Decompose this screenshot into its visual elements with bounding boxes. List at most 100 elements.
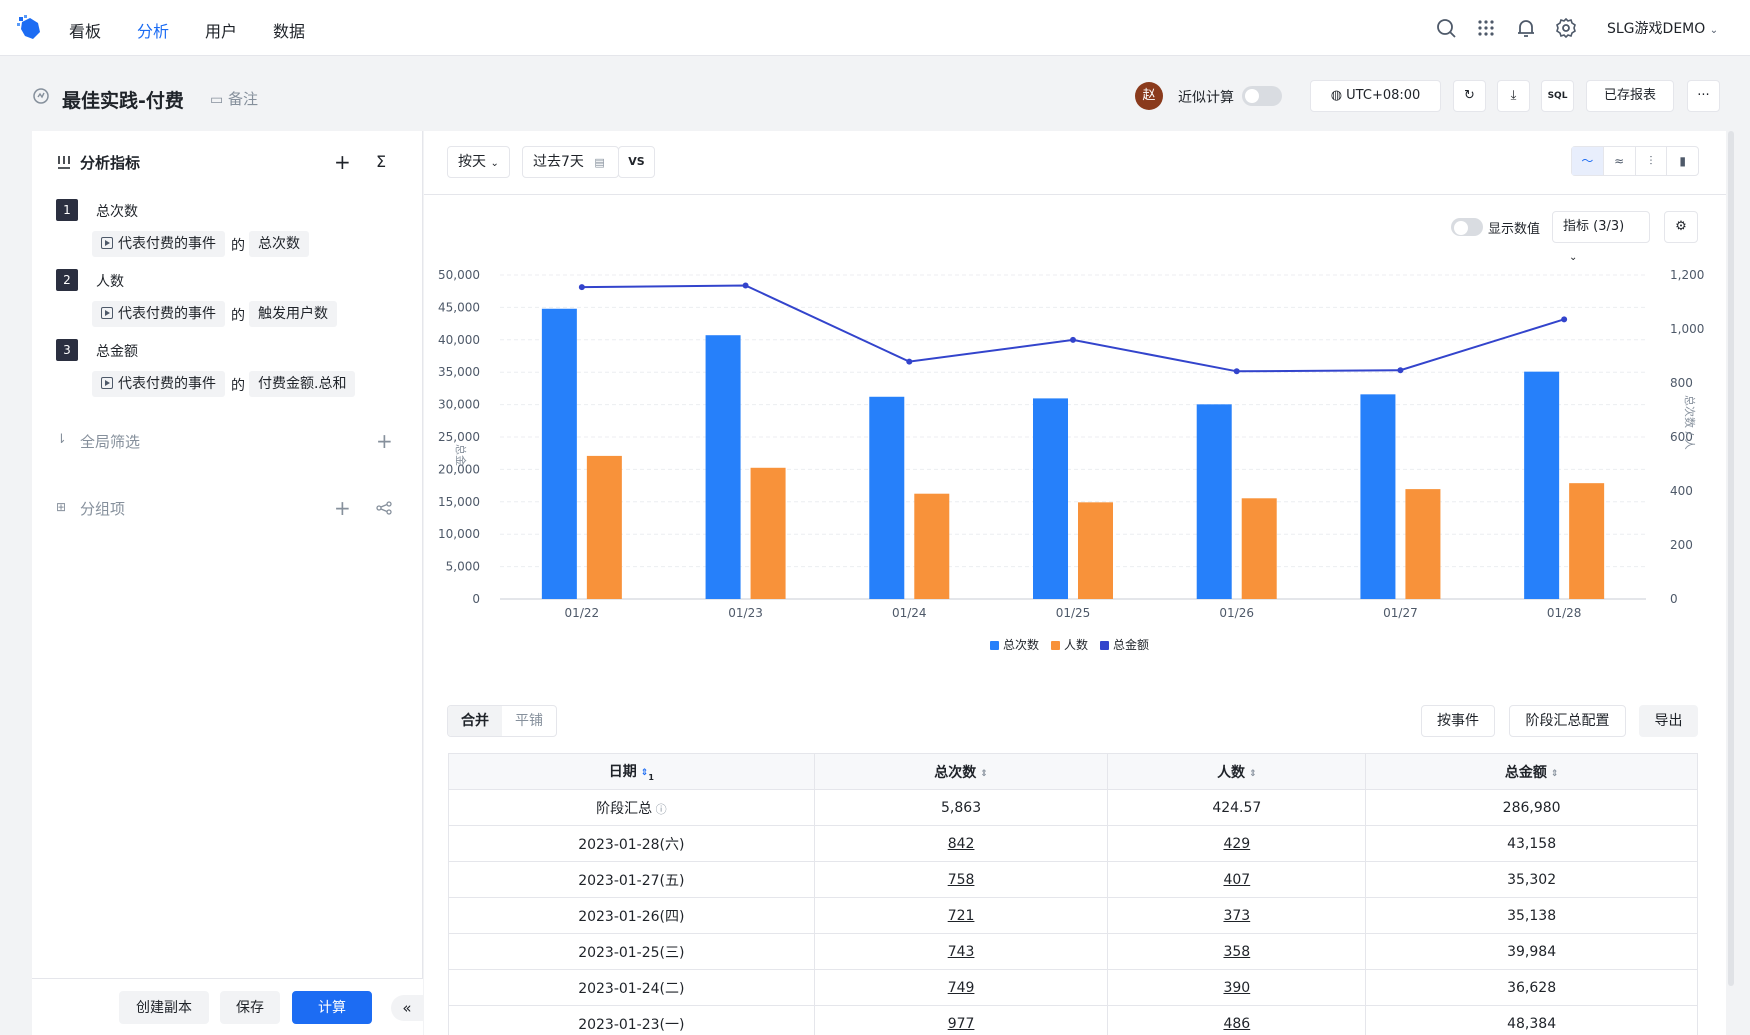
by-event-button[interactable]: 按事件 [1421, 705, 1495, 737]
cell-users[interactable]: 373 [1107, 897, 1367, 934]
cell-total-count[interactable]: 977 [813, 1005, 1109, 1035]
bar-total-count [1360, 394, 1396, 599]
note-button[interactable]: ▭ 备注 [210, 88, 258, 109]
nav-users[interactable]: 用户 [205, 22, 238, 41]
formula-sigma-button[interactable]: Σ [376, 152, 387, 171]
col-header-label: 日期 [608, 764, 637, 781]
sort-icon: ⇕ [980, 768, 988, 779]
bar-total-count [1033, 398, 1068, 599]
col-header-total-amount[interactable]: 总金额 ⇕ [1365, 753, 1698, 790]
y-right-tick-label: 600 [1670, 430, 1693, 444]
tab-tile[interactable]: 平铺 [515, 713, 543, 729]
cell-users[interactable]: 358 [1107, 933, 1367, 970]
metric-2-event-chip[interactable]: 代表付费的事件 [92, 301, 225, 327]
scrollbar-thumb[interactable] [1728, 131, 1734, 986]
refresh-button[interactable]: ↻ [1453, 80, 1486, 112]
nav-data[interactable]: 数据 [273, 22, 306, 41]
chart-line [578, 282, 1568, 375]
summary-row: 阶段汇总 ⓘ 5,863 424.57 286,980 [448, 789, 1698, 826]
save-button[interactable]: 保存 [220, 991, 280, 1024]
granularity-select[interactable]: 按天 ⌄ [447, 146, 510, 178]
download-button[interactable]: ⤓ [1497, 80, 1530, 112]
area-chart-type-icon[interactable]: ≈ [1604, 147, 1636, 175]
y-left-tick-label: 40,000 [438, 333, 480, 347]
cell-total-amount: 39,984 [1365, 933, 1698, 970]
compare-vs-button[interactable]: VS [618, 146, 655, 178]
cell-total-count[interactable]: 749 [813, 969, 1109, 1006]
apps-grid-icon[interactable] [1474, 16, 1498, 40]
analysis-type-icon [33, 88, 49, 104]
more-button[interactable]: ··· [1687, 80, 1720, 112]
add-filter-button[interactable]: + [376, 429, 393, 453]
show-values-toggle[interactable] [1451, 218, 1483, 236]
sort-icon: ⇕ [1249, 768, 1257, 779]
date-range-picker[interactable]: 过去7天 ▤ [522, 146, 619, 178]
line-chart-type-icon[interactable]: 〜 [1572, 147, 1604, 175]
metric-3-prop-chip[interactable]: 付费金额.总和 [249, 371, 356, 397]
legend-item-users[interactable]: 人数 [1051, 636, 1088, 653]
col-header-date[interactable]: 日期 ⇕1 [448, 753, 815, 790]
stacked-bar-type-icon[interactable]: ⫶ [1636, 147, 1668, 175]
scrollbar[interactable] [1726, 131, 1750, 1035]
stage-summary-config-button[interactable]: 阶段汇总配置 [1509, 705, 1626, 737]
bell-icon[interactable] [1514, 16, 1538, 40]
cell-total-amount: 35,302 [1365, 861, 1698, 898]
metric-1-event-chip[interactable]: 代表付费的事件 [92, 231, 225, 257]
legend-item-total-amount[interactable]: 总金额 [1100, 636, 1149, 653]
page-title: 最佳实践-付费 [62, 90, 184, 112]
table-row: 2023-01-23(一) 977 486 48,384 [448, 1005, 1698, 1035]
metric-3-name[interactable]: 总金额 [96, 344, 138, 360]
collapse-panel-button[interactable]: « [391, 995, 423, 1021]
chart-settings-button[interactable]: ⚙ [1664, 211, 1698, 243]
cell-total-count[interactable]: 758 [813, 861, 1109, 898]
cell-date: 2023-01-24(二) [448, 969, 815, 1006]
calculate-button[interactable]: 计算 [292, 991, 372, 1024]
tab-merge[interactable]: 合并 [448, 706, 502, 736]
col-header-users[interactable]: 人数 ⇕ [1107, 753, 1367, 790]
x-tick-label: 01/24 [892, 606, 927, 620]
nav-analysis[interactable]: 分析 [137, 22, 170, 41]
col-header-total-count[interactable]: 总次数 ⇕ [813, 753, 1109, 790]
cell-users[interactable]: 429 [1107, 825, 1367, 862]
cell-users[interactable]: 390 [1107, 969, 1367, 1006]
create-copy-button[interactable]: 创建副本 [119, 991, 209, 1024]
add-metric-button[interactable]: + [334, 150, 351, 174]
metric-1-prop-chip[interactable]: 总次数 [249, 231, 309, 257]
metric-2-event: 代表付费的事件 [118, 306, 216, 322]
nav-dashboard[interactable]: 看板 [69, 22, 102, 41]
table-header-row: 日期 ⇕1 总次数 ⇕ 人数 ⇕ 总金额 ⇕ [448, 753, 1698, 790]
cell-users[interactable]: 486 [1107, 1005, 1367, 1035]
search-icon[interactable] [1434, 16, 1458, 40]
approx-calc-toggle[interactable] [1242, 86, 1282, 106]
col-header-label: 总金额 [1504, 764, 1547, 781]
filter-icon: ⇂ [56, 432, 67, 447]
metric-1-of: 的 [231, 238, 245, 254]
metric-2-name[interactable]: 人数 [96, 274, 124, 290]
metric-select[interactable]: 指标 (3/3) ⌄ [1552, 211, 1650, 263]
saved-reports-button[interactable]: 已存报表 [1586, 80, 1674, 112]
cell-total-count[interactable]: 842 [813, 825, 1109, 862]
app-logo-icon[interactable] [16, 14, 44, 42]
metric-3-event-chip[interactable]: 代表付费的事件 [92, 371, 225, 397]
export-button[interactable]: 导出 [1639, 705, 1698, 737]
avatar[interactable]: 赵 [1135, 82, 1163, 110]
bar-chart-type-icon[interactable]: ▮ [1679, 154, 1686, 168]
add-group-button[interactable]: + [334, 496, 351, 520]
info-icon[interactable]: ⓘ [652, 802, 667, 816]
cell-date: 阶段汇总 ⓘ [448, 789, 815, 826]
timezone-button[interactable]: ◍ UTC+08:00 [1310, 80, 1441, 112]
cell-total-count[interactable]: 743 [813, 933, 1109, 970]
metric-2-prop-chip[interactable]: 触发用户数 [249, 301, 337, 327]
legend-item-total-count[interactable]: 总次数 [990, 636, 1039, 653]
cell-total-count[interactable]: 721 [813, 897, 1109, 934]
cell-users[interactable]: 407 [1107, 861, 1367, 898]
calendar-icon: ▤ [594, 156, 605, 169]
col-header-label: 总次数 [934, 764, 977, 781]
project-name: SLG游戏DEMO [1607, 21, 1706, 37]
metric-3-of: 的 [231, 378, 245, 394]
metric-1-name[interactable]: 总次数 [96, 204, 138, 220]
settings-gear-icon[interactable] [1554, 16, 1578, 40]
share-nodes-icon[interactable] [376, 501, 392, 515]
project-selector[interactable]: SLG游戏DEMO ⌄ [1607, 18, 1718, 38]
sql-button[interactable]: SQL [1541, 80, 1574, 112]
